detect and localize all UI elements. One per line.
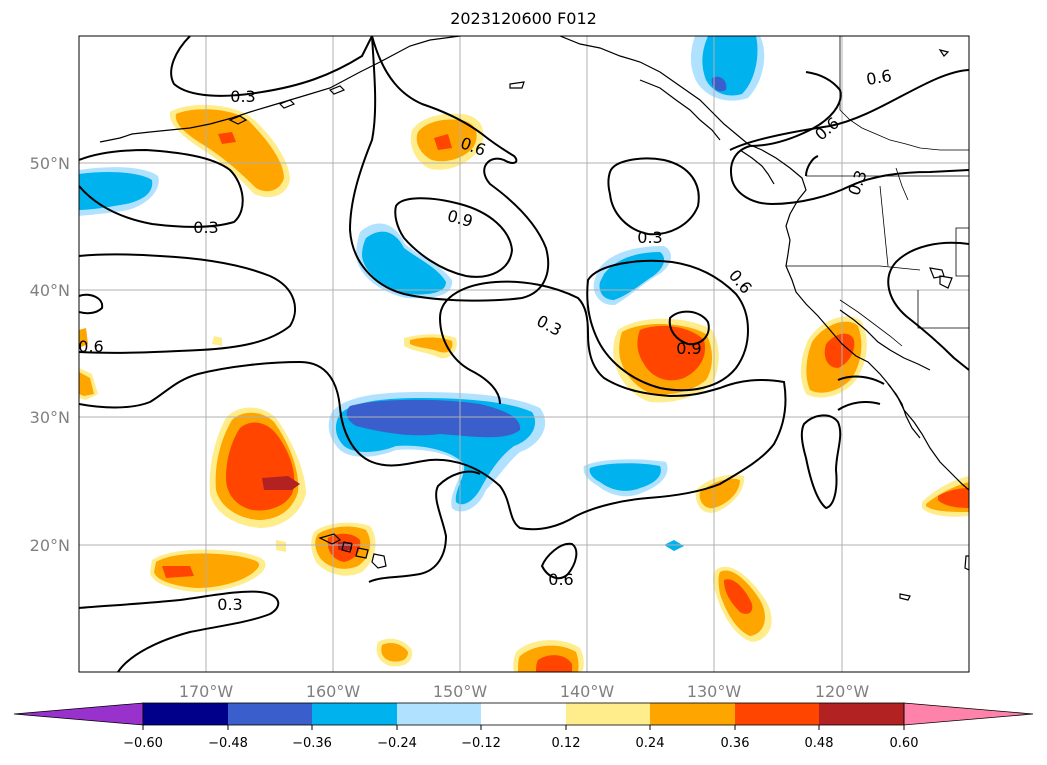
colorbar-tick-label-6: 0.12 bbox=[552, 736, 581, 751]
lat-label-20n: 20°N bbox=[30, 536, 70, 555]
colorbar-bin-4 bbox=[397, 703, 481, 725]
colorbar-bin-5 bbox=[481, 703, 566, 725]
contour-label-3: 0.3 bbox=[637, 228, 662, 247]
colorbar-bin-6 bbox=[566, 703, 650, 725]
contour-label-5: 0.3 bbox=[217, 595, 242, 614]
lon-label-140w: 140°W bbox=[560, 682, 615, 701]
lon-label-130w: 130°W bbox=[687, 682, 742, 701]
colorbar-bin-3 bbox=[312, 703, 397, 725]
colorbar-tick-label-2: −0.48 bbox=[208, 736, 248, 751]
positive-anomaly-regions bbox=[79, 104, 969, 672]
colorbar-over-arrow bbox=[903, 702, 1034, 726]
map-frame bbox=[78, 35, 970, 673]
contour-label-11: 0.6 bbox=[548, 570, 573, 589]
contour-label-7: 0.6 bbox=[865, 66, 893, 89]
longitude-labels: 170°W 160°W 150°W 140°W 130°W 120°W bbox=[179, 682, 870, 701]
colorbar-bin-2 bbox=[228, 703, 312, 725]
lat-label-50n: 50°N bbox=[30, 154, 70, 173]
colorbar-tick-label-9: 0.48 bbox=[805, 736, 834, 751]
contour-label-10: 0.6 bbox=[78, 337, 103, 356]
contour-label-2: 0.3 bbox=[193, 218, 218, 237]
lat-label-30n: 30°N bbox=[30, 408, 70, 427]
map-title: 2023120600 F012 bbox=[450, 9, 597, 28]
graticule bbox=[79, 36, 969, 672]
colorbar: −0.60 −0.48 −0.36 −0.24 −0.12 0.12 0.24 … bbox=[13, 702, 1034, 751]
contour-label-1: 0.3 bbox=[230, 87, 255, 106]
coastlines bbox=[99, 36, 969, 601]
contour-lines bbox=[79, 36, 969, 672]
political-borders bbox=[786, 36, 969, 347]
colorbar-tick-label-10: 0.60 bbox=[890, 736, 919, 751]
colorbar-ticks bbox=[142, 725, 905, 730]
colorbar-outline bbox=[142, 702, 905, 726]
colorbar-bin-1 bbox=[143, 703, 228, 725]
lon-label-150w: 150°W bbox=[433, 682, 488, 701]
colorbar-bin-9 bbox=[819, 703, 904, 725]
colorbar-bin-7 bbox=[650, 703, 735, 725]
colorbar-tick-label-4: −0.24 bbox=[377, 736, 417, 751]
colorbar-tick-label-7: 0.24 bbox=[636, 736, 665, 751]
lon-label-120w: 120°W bbox=[815, 682, 870, 701]
colorbar-under-arrow bbox=[13, 702, 144, 726]
contour-label-14: 0.9 bbox=[676, 339, 701, 358]
colorbar-tick-label-3: −0.36 bbox=[292, 736, 332, 751]
lat-label-40n: 40°N bbox=[30, 281, 70, 300]
colorbar-tick-label-1: −0.60 bbox=[123, 736, 163, 751]
colorbar-tick-label-5: −0.12 bbox=[461, 736, 501, 751]
colorbar-bin-8 bbox=[735, 703, 819, 725]
lon-label-170w: 170°W bbox=[179, 682, 234, 701]
lon-label-160w: 160°W bbox=[306, 682, 361, 701]
latitude-labels: 50°N 40°N 30°N 20°N bbox=[30, 154, 70, 555]
colorbar-tick-label-8: 0.36 bbox=[721, 736, 750, 751]
